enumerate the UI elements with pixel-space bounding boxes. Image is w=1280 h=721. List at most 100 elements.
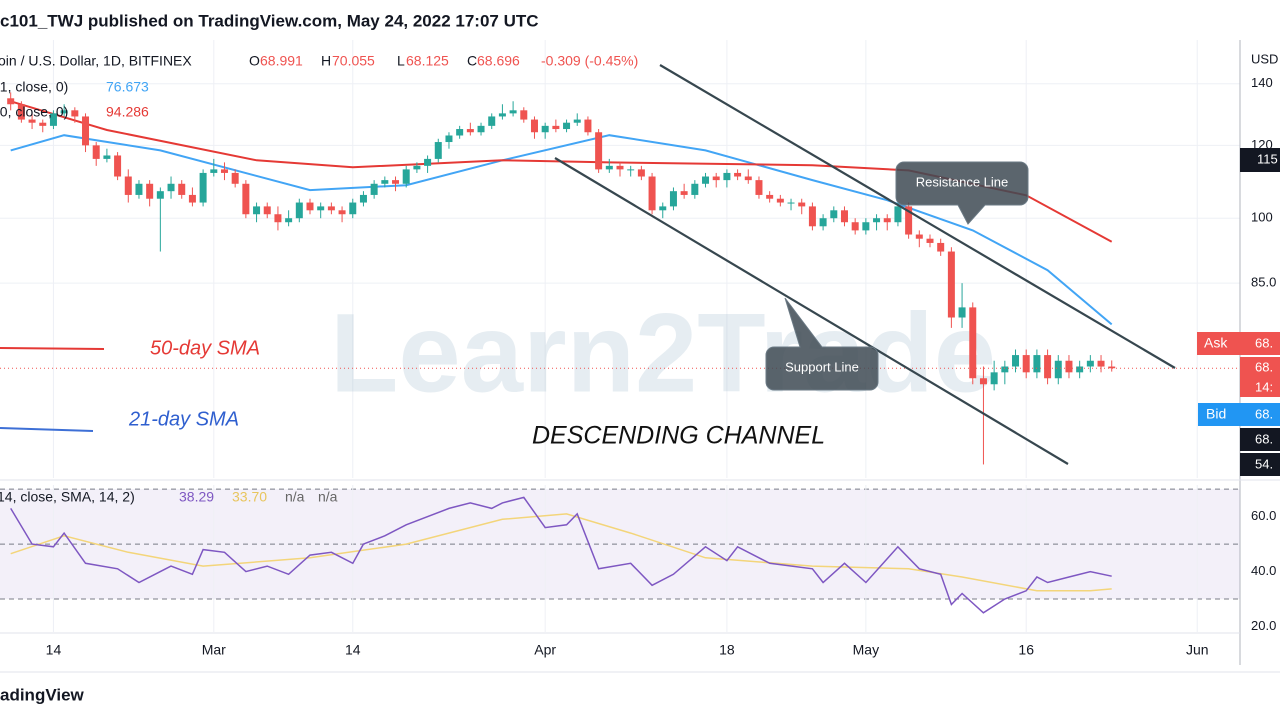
- header: c101_TWJ published on TradingView.com, M…: [0, 11, 539, 30]
- candle-body: [530, 119, 538, 133]
- candle-body: [178, 183, 186, 195]
- candle-body: [28, 119, 36, 123]
- candle-body: [477, 125, 485, 133]
- candle-body: [1001, 366, 1009, 373]
- candle-body: [723, 172, 731, 181]
- x-tick-label: Apr: [534, 642, 556, 658]
- ohlc-letter: L: [397, 53, 405, 69]
- candle-body: [17, 104, 25, 120]
- countdown: 14:: [1255, 379, 1273, 394]
- rsi-legend: 14, close, SMA, 14, 2): [0, 489, 135, 505]
- candle-body: [563, 122, 571, 130]
- candle-body: [381, 180, 389, 184]
- series-line: [10, 134, 1113, 326]
- candle-body: [1065, 360, 1073, 373]
- series-line: [10, 513, 1112, 592]
- candle-body: [434, 142, 442, 159]
- candle-body: [1108, 366, 1116, 369]
- rsi-legend-value: n/a: [318, 489, 338, 505]
- price-label: 115: [1257, 151, 1278, 166]
- legend-swatch-sma50: [0, 347, 105, 350]
- sma50-legend: 50, close, 0): [0, 104, 68, 120]
- x-tick-label: 18: [719, 642, 735, 658]
- support-channel-line: [554, 157, 1069, 465]
- candle-body: [605, 165, 613, 170]
- candle-body: [1044, 355, 1052, 379]
- candle-body: [285, 218, 293, 223]
- y-tick-label: 60.0: [1251, 508, 1276, 523]
- ask-box: [1197, 332, 1240, 355]
- symbol: oin / U.S. Dollar, 1D, BITFINEX: [0, 53, 192, 69]
- candle-body: [1054, 360, 1062, 379]
- change: -0.309 (-0.45%): [541, 53, 638, 69]
- candle-body: [188, 194, 196, 203]
- sma50-legend-value: 94.286: [106, 104, 149, 120]
- candle-body: [370, 183, 378, 195]
- candle-body: [49, 113, 57, 126]
- candle-body: [691, 183, 699, 195]
- candle-body: [39, 122, 47, 126]
- candle-body: [969, 307, 977, 379]
- sma21-legend-value: 76.673: [106, 79, 149, 95]
- candle-body: [1033, 355, 1041, 373]
- candle-body: [541, 125, 549, 133]
- price-label: 68.: [1255, 359, 1273, 374]
- candle-body: [199, 172, 207, 203]
- price-label-box: [1240, 428, 1280, 451]
- y-tick-label: 100: [1251, 210, 1273, 225]
- candle-body: [819, 218, 827, 227]
- candle-body: [648, 176, 656, 211]
- candle-body: [413, 165, 421, 170]
- candle-body: [424, 158, 432, 166]
- y-tick-label: 140: [1251, 75, 1273, 90]
- candle-body: [103, 155, 111, 159]
- price-label-box: [1240, 357, 1280, 397]
- bid-label: Bid: [1206, 406, 1226, 422]
- candle-body: [862, 222, 870, 231]
- price-label-box: [1240, 148, 1280, 172]
- x-tick-label: 14: [345, 642, 361, 658]
- candle-body: [1097, 360, 1105, 367]
- candle-body: [766, 194, 774, 199]
- rsi-legend-value: 33.70: [232, 489, 267, 505]
- candle-body: [466, 129, 474, 133]
- candle-body: [402, 169, 410, 184]
- candle-body: [734, 172, 742, 177]
- candle-body: [488, 116, 496, 126]
- candle-body: [798, 202, 806, 207]
- support-callout: [765, 297, 879, 391]
- y-tick-label: 40.0: [1251, 563, 1276, 578]
- ask-label: Ask: [1204, 335, 1228, 351]
- candle-body: [156, 191, 164, 199]
- candle-body: [92, 145, 100, 159]
- candle-body: [830, 210, 838, 219]
- ohlc-value: 68.125: [406, 53, 449, 69]
- candle-body: [392, 180, 400, 184]
- ohlc-value: 70.055: [332, 53, 375, 69]
- candle-body: [947, 251, 955, 318]
- candle-body: [776, 198, 784, 203]
- resistance-channel-line: [659, 64, 1176, 369]
- price-label: 68.: [1255, 335, 1273, 350]
- ohlc-letter: H: [321, 53, 331, 69]
- price-label: 54.: [1255, 456, 1273, 471]
- candle-body: [295, 202, 303, 219]
- candle-body: [231, 172, 239, 184]
- footer: adingView: [0, 685, 85, 704]
- candle-body: [1086, 360, 1094, 367]
- ohlc-value: 68.696: [477, 53, 520, 69]
- candle-body: [71, 110, 79, 117]
- candle-body: [317, 206, 325, 211]
- candle-body: [755, 180, 763, 195]
- ohlc-letter: C: [467, 53, 477, 69]
- candle-body: [498, 113, 506, 117]
- ohlc-value: 68.991: [260, 53, 303, 69]
- candle-body: [883, 218, 891, 223]
- x-tick-label: May: [853, 642, 879, 658]
- candle-body: [1022, 355, 1030, 373]
- price-label-box: [1240, 332, 1280, 355]
- marks-layer: [0, 92, 1240, 614]
- candle-body: [146, 183, 154, 199]
- ohlc-letter: O: [249, 53, 260, 69]
- price-label: 68.: [1255, 431, 1273, 446]
